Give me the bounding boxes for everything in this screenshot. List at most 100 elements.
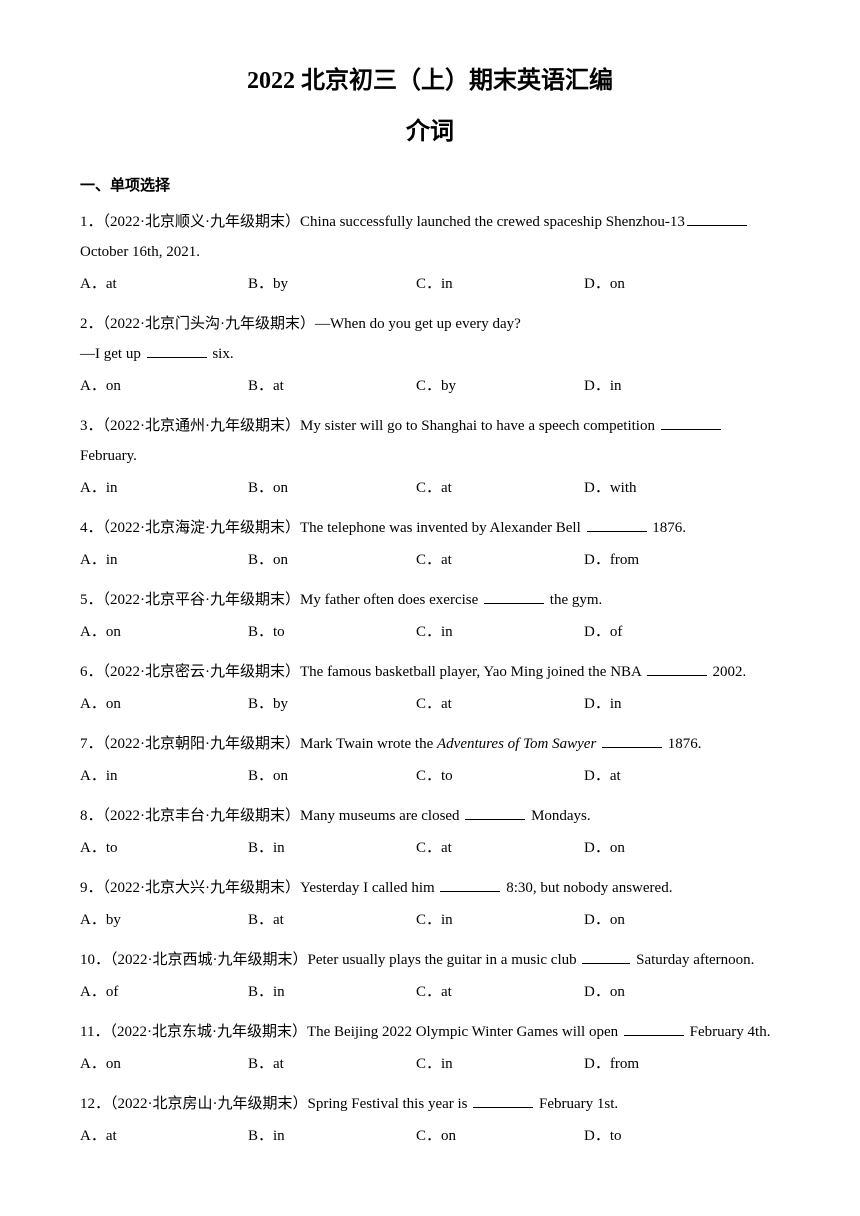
blank	[624, 1022, 684, 1036]
option-b: B．at	[248, 371, 416, 401]
option-b: B．by	[248, 689, 416, 719]
question-text: 10．（2022·北京西城·九年级期末）Peter usually plays …	[80, 945, 780, 975]
option-a: A．on	[80, 1049, 248, 1079]
question-stem: The Beijing 2022 Olympic Winter Games wi…	[307, 1024, 622, 1040]
question-item: 12．（2022·北京房山·九年级期末）Spring Festival this…	[80, 1089, 780, 1151]
option-b: B．by	[248, 269, 416, 299]
option-a: A．in	[80, 761, 248, 791]
option-d: D．in	[584, 371, 752, 401]
italic-text: Adventures of Tom Sawyer	[437, 736, 600, 752]
option-b: B．on	[248, 473, 416, 503]
option-a: A．at	[80, 269, 248, 299]
sub-title: 介词	[80, 111, 780, 146]
option-d: D．in	[584, 689, 752, 719]
question-continuation: October 16th, 2021.	[80, 237, 780, 267]
options-row: A．on B．at C．by D．in	[80, 371, 780, 401]
option-c: C．in	[416, 269, 584, 299]
question-source: （2022·北京门头沟·九年级期末）	[103, 316, 316, 332]
option-b: B．in	[248, 977, 416, 1007]
question-number: 5	[80, 592, 88, 608]
option-d: D．on	[584, 977, 752, 1007]
option-b: B．in	[248, 833, 416, 863]
option-d: D．from	[584, 545, 752, 575]
blank	[147, 344, 207, 358]
question-source: （2022·北京房山·九年级期末）	[110, 1096, 308, 1112]
blank	[440, 878, 500, 892]
options-row: A．of B．in C．at D．on	[80, 977, 780, 1007]
options-row: A．at B．by C．in D．on	[80, 269, 780, 299]
question-item: 5．（2022·北京平谷·九年级期末）My father often does …	[80, 585, 780, 647]
question-tail: February 4th.	[686, 1024, 771, 1040]
blank	[587, 518, 647, 532]
question-source: （2022·北京平谷·九年级期末）	[103, 592, 301, 608]
continuation-prefix: —I get up	[80, 346, 145, 362]
option-a: A．by	[80, 905, 248, 935]
question-source: （2022·北京顺义·九年级期末）	[103, 214, 301, 230]
question-text: 7．（2022·北京朝阳·九年级期末）Mark Twain wrote the …	[80, 729, 780, 759]
question-stem: China successfully launched the crewed s…	[300, 214, 685, 230]
options-row: A．in B．on C．at D．with	[80, 473, 780, 503]
continuation-suffix: six.	[209, 346, 234, 362]
question-item: 3．（2022·北京通州·九年级期末）My sister will go to …	[80, 411, 780, 503]
question-source: （2022·北京朝阳·九年级期末）	[103, 736, 301, 752]
options-row: A．in B．on C．at D．from	[80, 545, 780, 575]
option-c: C．on	[416, 1121, 584, 1151]
options-row: A．in B．on C．to D．at	[80, 761, 780, 791]
option-c: C．in	[416, 617, 584, 647]
question-source: （2022·北京丰台·九年级期末）	[103, 808, 301, 824]
question-text: 8．（2022·北京丰台·九年级期末）Many museums are clos…	[80, 801, 780, 831]
question-item: 7．（2022·北京朝阳·九年级期末）Mark Twain wrote the …	[80, 729, 780, 791]
option-d: D．on	[584, 269, 752, 299]
question-item: 6．（2022·北京密云·九年级期末）The famous basketball…	[80, 657, 780, 719]
blank	[473, 1094, 533, 1108]
question-number: 9	[80, 880, 88, 896]
question-stem: Spring Festival this year is	[308, 1096, 472, 1112]
question-number: 7	[80, 736, 88, 752]
question-stem: My father often does exercise	[300, 592, 482, 608]
question-stem: The famous basketball player, Yao Ming j…	[300, 664, 645, 680]
option-c: C．by	[416, 371, 584, 401]
options-row: A．by B．at C．in D．on	[80, 905, 780, 935]
question-tail: 8:30, but nobody answered.	[502, 880, 672, 896]
option-d: D．to	[584, 1121, 752, 1151]
option-a: A．at	[80, 1121, 248, 1151]
question-item: 11．（2022·北京东城·九年级期末）The Beijing 2022 Oly…	[80, 1017, 780, 1079]
question-text: 3．（2022·北京通州·九年级期末）My sister will go to …	[80, 411, 780, 441]
option-c: C．in	[416, 1049, 584, 1079]
option-b: B．at	[248, 905, 416, 935]
question-number: 8	[80, 808, 88, 824]
question-item: 10．（2022·北京西城·九年级期末）Peter usually plays …	[80, 945, 780, 1007]
option-c: C．to	[416, 761, 584, 791]
question-tail: 1876.	[649, 520, 687, 536]
question-source: （2022·北京西城·九年级期末）	[110, 952, 308, 968]
question-text: 9．（2022·北京大兴·九年级期末）Yesterday I called hi…	[80, 873, 780, 903]
question-number: 4	[80, 520, 88, 536]
option-c: C．at	[416, 689, 584, 719]
option-c: C．in	[416, 905, 584, 935]
question-item: 4．（2022·北京海淀·九年级期末）The telephone was inv…	[80, 513, 780, 575]
question-stem: Yesterday I called him	[300, 880, 438, 896]
options-row: A．on B．to C．in D．of	[80, 617, 780, 647]
question-continuation: —I get up six.	[80, 339, 780, 369]
question-continuation: February.	[80, 441, 780, 471]
question-item: 2．（2022·北京门头沟·九年级期末）—When do you get up …	[80, 309, 780, 401]
question-source: （2022·北京海淀·九年级期末）	[103, 520, 301, 536]
option-d: D．from	[584, 1049, 752, 1079]
blank	[582, 950, 630, 964]
options-row: A．on B．at C．in D．from	[80, 1049, 780, 1079]
question-number: 3	[80, 418, 88, 434]
question-text: 6．（2022·北京密云·九年级期末）The famous basketball…	[80, 657, 780, 687]
option-d: D．of	[584, 617, 752, 647]
options-row: A．to B．in C．at D．on	[80, 833, 780, 863]
option-a: A．in	[80, 545, 248, 575]
option-a: A．on	[80, 617, 248, 647]
question-text: 1．（2022·北京顺义·九年级期末）China successfully la…	[80, 207, 780, 237]
option-b: B．to	[248, 617, 416, 647]
question-tail: February 1st.	[535, 1096, 618, 1112]
option-d: D．at	[584, 761, 752, 791]
question-tail: 1876.	[664, 736, 702, 752]
blank	[661, 416, 721, 430]
option-a: A．of	[80, 977, 248, 1007]
main-title: 2022 北京初三（上）期末英语汇编	[80, 60, 780, 95]
question-item: 9．（2022·北京大兴·九年级期末）Yesterday I called hi…	[80, 873, 780, 935]
